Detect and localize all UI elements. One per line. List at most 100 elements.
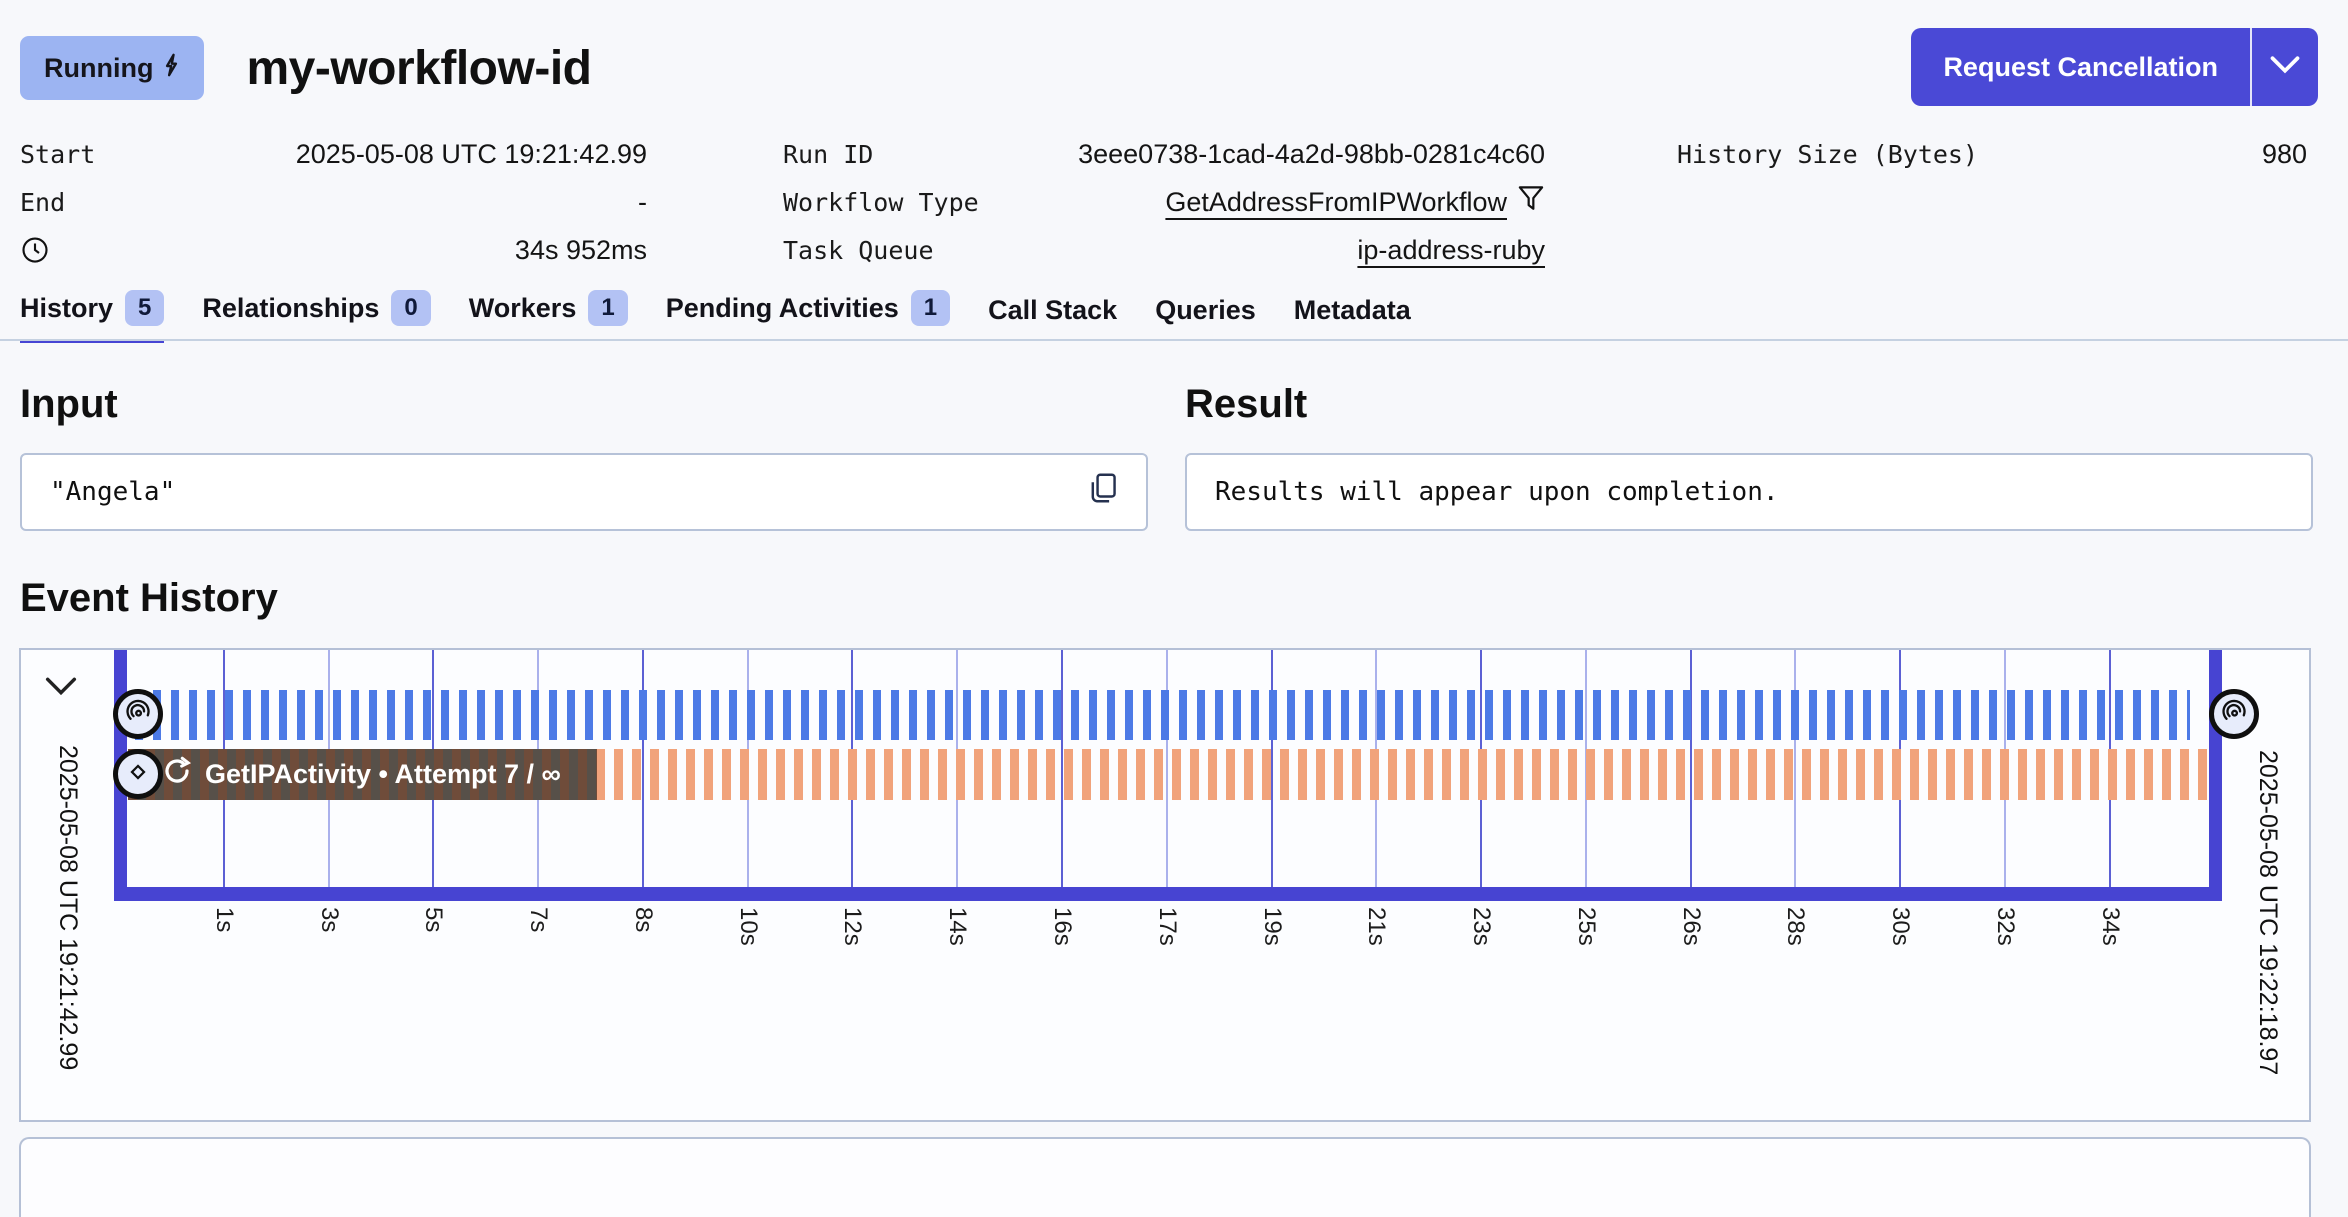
metadata-column: History Size (Bytes) 980 — [1677, 130, 2307, 178]
timeline-tick-label: 14s — [944, 907, 972, 946]
metadata-label: Workflow Type — [783, 187, 979, 217]
timeline-tick-label: 26s — [1677, 907, 1705, 946]
input-section: Input "Angela" — [20, 382, 1148, 531]
chevron-down-icon — [2270, 55, 2300, 79]
metadata-row: Start 2025-05-08 UTC 19:21:42.99 — [20, 130, 647, 178]
tab-workers[interactable]: Workers 1 — [469, 290, 628, 343]
filter-icon[interactable] — [1517, 185, 1545, 219]
event-history-timeline: GetIPActivity • Attempt 7 / ∞ 1s 3s 5s 7s 8s… — [19, 648, 2311, 1122]
timeline-collapse-button[interactable] — [45, 676, 77, 701]
event-table-panel — [19, 1137, 2311, 1217]
tab-pending-activities[interactable]: Pending Activities 1 — [665, 290, 951, 343]
retry-icon — [162, 756, 192, 793]
metadata-value-group: GetAddressFromIPWorkflow — [1165, 185, 1545, 219]
tab-label: Relationships — [202, 292, 380, 323]
tab-count-badge: 1 — [588, 290, 628, 326]
timeline-range-end: 2025-05-08 UTC 19:22:18.97 — [2254, 750, 2282, 1076]
tab-call-stack[interactable]: Call Stack — [988, 295, 1117, 343]
timeline-tick-label: 32s — [1992, 907, 2019, 946]
metadata-row: Task Queue ip-address-ruby — [783, 226, 1545, 274]
metadata-row: 34s 952ms — [20, 226, 647, 274]
result-placeholder: Results will appear upon completion. — [1215, 477, 1779, 507]
input-heading: Input — [20, 382, 118, 426]
timeline-bottom-bar — [114, 887, 2222, 901]
tab-label: Call Stack — [988, 295, 1118, 325]
workflow-metadata: Start 2025-05-08 UTC 19:21:42.99 End - 34s 9… — [0, 130, 2348, 280]
tab-label: Pending Activities — [665, 292, 899, 323]
timeline-tick-label: 23s — [1468, 907, 1496, 946]
timeline-range-start: 2025-05-08 UTC 19:21:42.99 — [54, 745, 82, 1071]
result-codebox: Results will appear upon completion. — [1185, 453, 2313, 531]
metadata-label: Run ID — [783, 139, 874, 169]
timeline-end-bar — [2209, 650, 2222, 900]
timeline-tick-label: 16s — [1049, 907, 1076, 946]
timeline-tick-label: 8s — [629, 907, 657, 933]
timeline-tick-label: 1s — [210, 907, 238, 933]
metadata-column: Start 2025-05-08 UTC 19:21:42.99 End - 34s 9… — [20, 130, 647, 274]
timeline-tick-label: 3s — [315, 907, 343, 933]
metadata-value: 34s 952ms — [514, 234, 647, 265]
metadata-row: History Size (Bytes) 980 — [1677, 130, 2307, 178]
timeline-tick-label: 17s — [1153, 907, 1181, 946]
status-badge[interactable]: Running — [20, 36, 205, 100]
tab-queries[interactable]: Queries — [1155, 295, 1256, 343]
input-value: "Angela" — [50, 477, 176, 507]
pulse-icon — [163, 53, 180, 84]
timeline-tick-label: 7s — [525, 907, 553, 933]
tab-count-badge: 1 — [910, 290, 951, 326]
cancel-menu-button[interactable] — [2252, 28, 2318, 106]
activity-label-text: GetIPActivity • Attempt 7 / ∞ — [205, 759, 561, 789]
metadata-row: Workflow Type GetAddressFromIPWorkflow — [783, 178, 1545, 226]
timeline-tick-label: 30s — [1887, 907, 1915, 946]
tab-count-badge: 5 — [125, 290, 165, 326]
metadata-row: Run ID 3eee0738-1cad-4a2d-98bb-0281c4c60 — [783, 130, 1545, 178]
tab-history[interactable]: History 5 — [20, 290, 165, 343]
status-badge-label: Running — [44, 52, 154, 83]
workflow-spiral-icon — [124, 698, 152, 731]
timeline-tick-label: 34s — [2096, 907, 2124, 946]
page-title: my-workflow-id — [246, 41, 592, 95]
activity-span-label[interactable]: GetIPActivity • Attempt 7 / ∞ — [128, 749, 597, 800]
request-cancellation-split-button[interactable]: Request Cancellation — [1911, 28, 2318, 106]
metadata-value: 2025-05-08 UTC 19:21:42.99 — [295, 138, 647, 169]
metadata-label: Task Queue — [783, 235, 934, 265]
workflow-spiral-icon — [2220, 698, 2248, 731]
tab-label: History — [20, 292, 114, 323]
metadata-row: End - — [20, 178, 647, 226]
workflow-execution-span[interactable] — [135, 690, 2190, 740]
chevron-down-icon — [45, 677, 77, 700]
tab-count-badge: 0 — [391, 290, 431, 326]
timeline-tick-label: 12s — [839, 907, 867, 946]
timeline-tick-label: 10s — [734, 907, 762, 946]
timeline-tick-label: 28s — [1782, 907, 1810, 946]
metadata-value: - — [638, 186, 647, 217]
timeline-tick-label: 5s — [420, 907, 448, 933]
tab-relationships[interactable]: Relationships 0 — [202, 290, 431, 343]
diamond-icon — [127, 761, 149, 788]
event-history-heading: Event History — [20, 576, 278, 620]
tab-bar: History 5 Relationships 0 Workers 1 Pending Ac… — [20, 290, 1411, 343]
timeline-tick-label: 25s — [1572, 907, 1600, 946]
timeline-tick-label: 19s — [1258, 907, 1286, 946]
tabs-divider — [0, 339, 2348, 341]
metadata-value: 980 — [2261, 138, 2307, 169]
tab-metadata[interactable]: Metadata — [1294, 295, 1411, 343]
tab-label: Metadata — [1293, 295, 1411, 325]
request-cancellation-button[interactable]: Request Cancellation — [1911, 28, 2252, 106]
metadata-column: Run ID 3eee0738-1cad-4a2d-98bb-0281c4c60 W… — [783, 130, 1545, 274]
metadata-value-link[interactable]: GetAddressFromIPWorkflow — [1165, 186, 1507, 217]
timeline-tick-label: 21s — [1363, 907, 1391, 946]
activity-start-marker[interactable] — [113, 749, 163, 799]
metadata-label: Start — [20, 139, 96, 169]
metadata-label: History Size (Bytes) — [1677, 139, 1979, 169]
copy-icon[interactable] — [1088, 472, 1118, 513]
metadata-value: 3eee0738-1cad-4a2d-98bb-0281c4c60 — [1078, 138, 1545, 169]
input-codebox: "Angela" — [20, 453, 1148, 531]
clock-icon — [20, 235, 50, 265]
tab-label: Workers — [468, 292, 577, 323]
result-heading: Result — [1185, 382, 1308, 426]
workflow-start-marker[interactable] — [113, 689, 163, 739]
result-section: Result Results will appear upon completi… — [1185, 382, 2313, 531]
metadata-value-link[interactable]: ip-address-ruby — [1357, 234, 1545, 265]
workflow-end-marker[interactable] — [2209, 689, 2259, 739]
